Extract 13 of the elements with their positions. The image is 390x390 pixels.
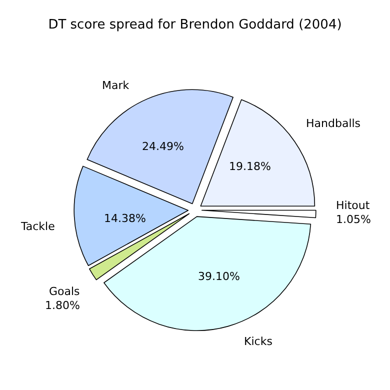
slice-label: Mark <box>102 79 130 92</box>
slice-label: Handballs <box>306 117 361 130</box>
data-label: 1.80% <box>45 299 80 312</box>
slice-label: Kicks <box>244 335 273 348</box>
data-label: 14.38% <box>104 212 146 225</box>
chart-title: DT score spread for Brendon Goddard (2004) <box>48 18 342 33</box>
data-label: 19.18% <box>229 160 271 173</box>
data-label: 1.05% <box>336 213 371 226</box>
slice-label: Tackle <box>20 220 56 233</box>
slice-label: Hitout <box>336 199 370 212</box>
data-label: 39.10% <box>198 270 240 283</box>
data-label: 24.49% <box>142 140 184 153</box>
slice-label: Goals <box>49 285 80 298</box>
